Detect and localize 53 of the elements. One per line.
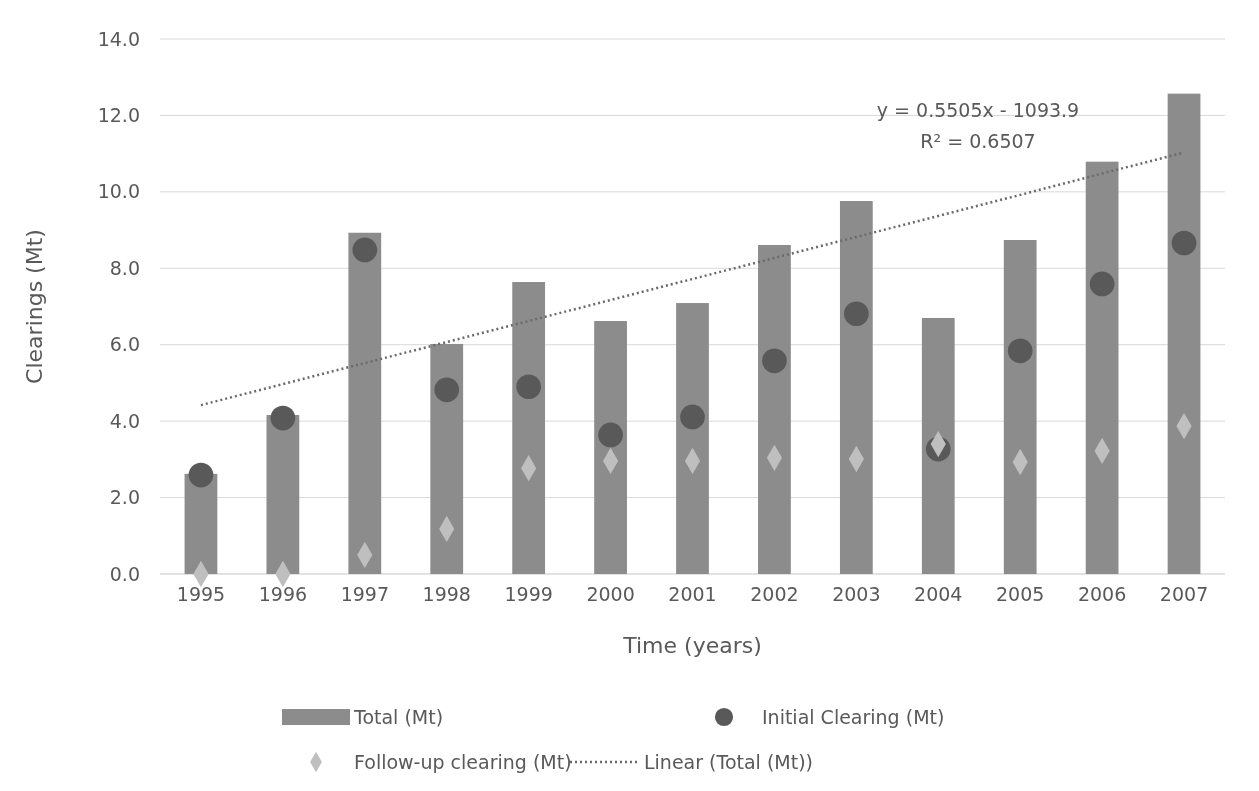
y-tick-label: 12.0 [97,104,140,127]
bar [266,415,300,574]
bar [1085,161,1119,574]
point [1171,230,1197,256]
y-axis-title: Clearings (Mt) [22,229,47,384]
point [1089,271,1115,297]
y-tick-label: 10.0 [97,180,140,203]
bar [430,343,464,574]
y-tick-label: 8.0 [109,256,140,279]
point [516,374,542,400]
x-tick-label: 2002 [750,583,799,606]
point [762,348,787,374]
x-tick-label: 2007 [1159,583,1209,606]
point [598,422,623,448]
bar [1167,93,1201,574]
bar [921,317,955,574]
legend-label: Initial Clearing (Mt) [762,706,945,728]
legend-label: Linear (Total (Mt)) [644,751,813,773]
bar [839,201,873,574]
y-tick-label: 14.0 [97,27,140,50]
x-tick-label: 2004 [914,583,963,606]
legend-label: Total (Mt) [353,706,444,728]
bar [512,282,546,574]
x-tick-label: 2003 [832,583,881,606]
point [270,405,296,431]
x-axis-title: Time (years) [622,633,762,658]
bar [1003,240,1037,574]
x-tick-label: 2001 [668,583,717,606]
y-tick-label: 0.0 [109,562,140,585]
bar [676,303,709,574]
y-tick-label: 4.0 [109,409,140,432]
legend-label: Follow-up clearing (Mt) [354,751,572,773]
annotation: y = 0.5505x - 1093.9 [876,99,1080,121]
point [188,462,214,488]
y-tick-label: 2.0 [109,486,140,509]
point [680,404,705,430]
x-tick-label: 1995 [176,583,226,606]
point [1007,338,1033,364]
bar [758,244,791,574]
x-tick-label: 1997 [340,583,389,606]
point [843,301,869,327]
bar [594,321,627,574]
x-tick-label: 2005 [996,583,1045,606]
bar [348,232,382,574]
point [352,237,378,263]
x-tick-label: 2000 [586,583,635,606]
x-tick-label: 2006 [1077,583,1127,606]
y-tick-label: 6.0 [109,333,140,356]
x-tick-label: 1996 [258,583,308,606]
annotation: R² = 0.6507 [920,130,1036,152]
point [434,377,460,403]
x-tick-label: 1998 [422,583,471,606]
x-tick-label: 1999 [504,583,553,606]
